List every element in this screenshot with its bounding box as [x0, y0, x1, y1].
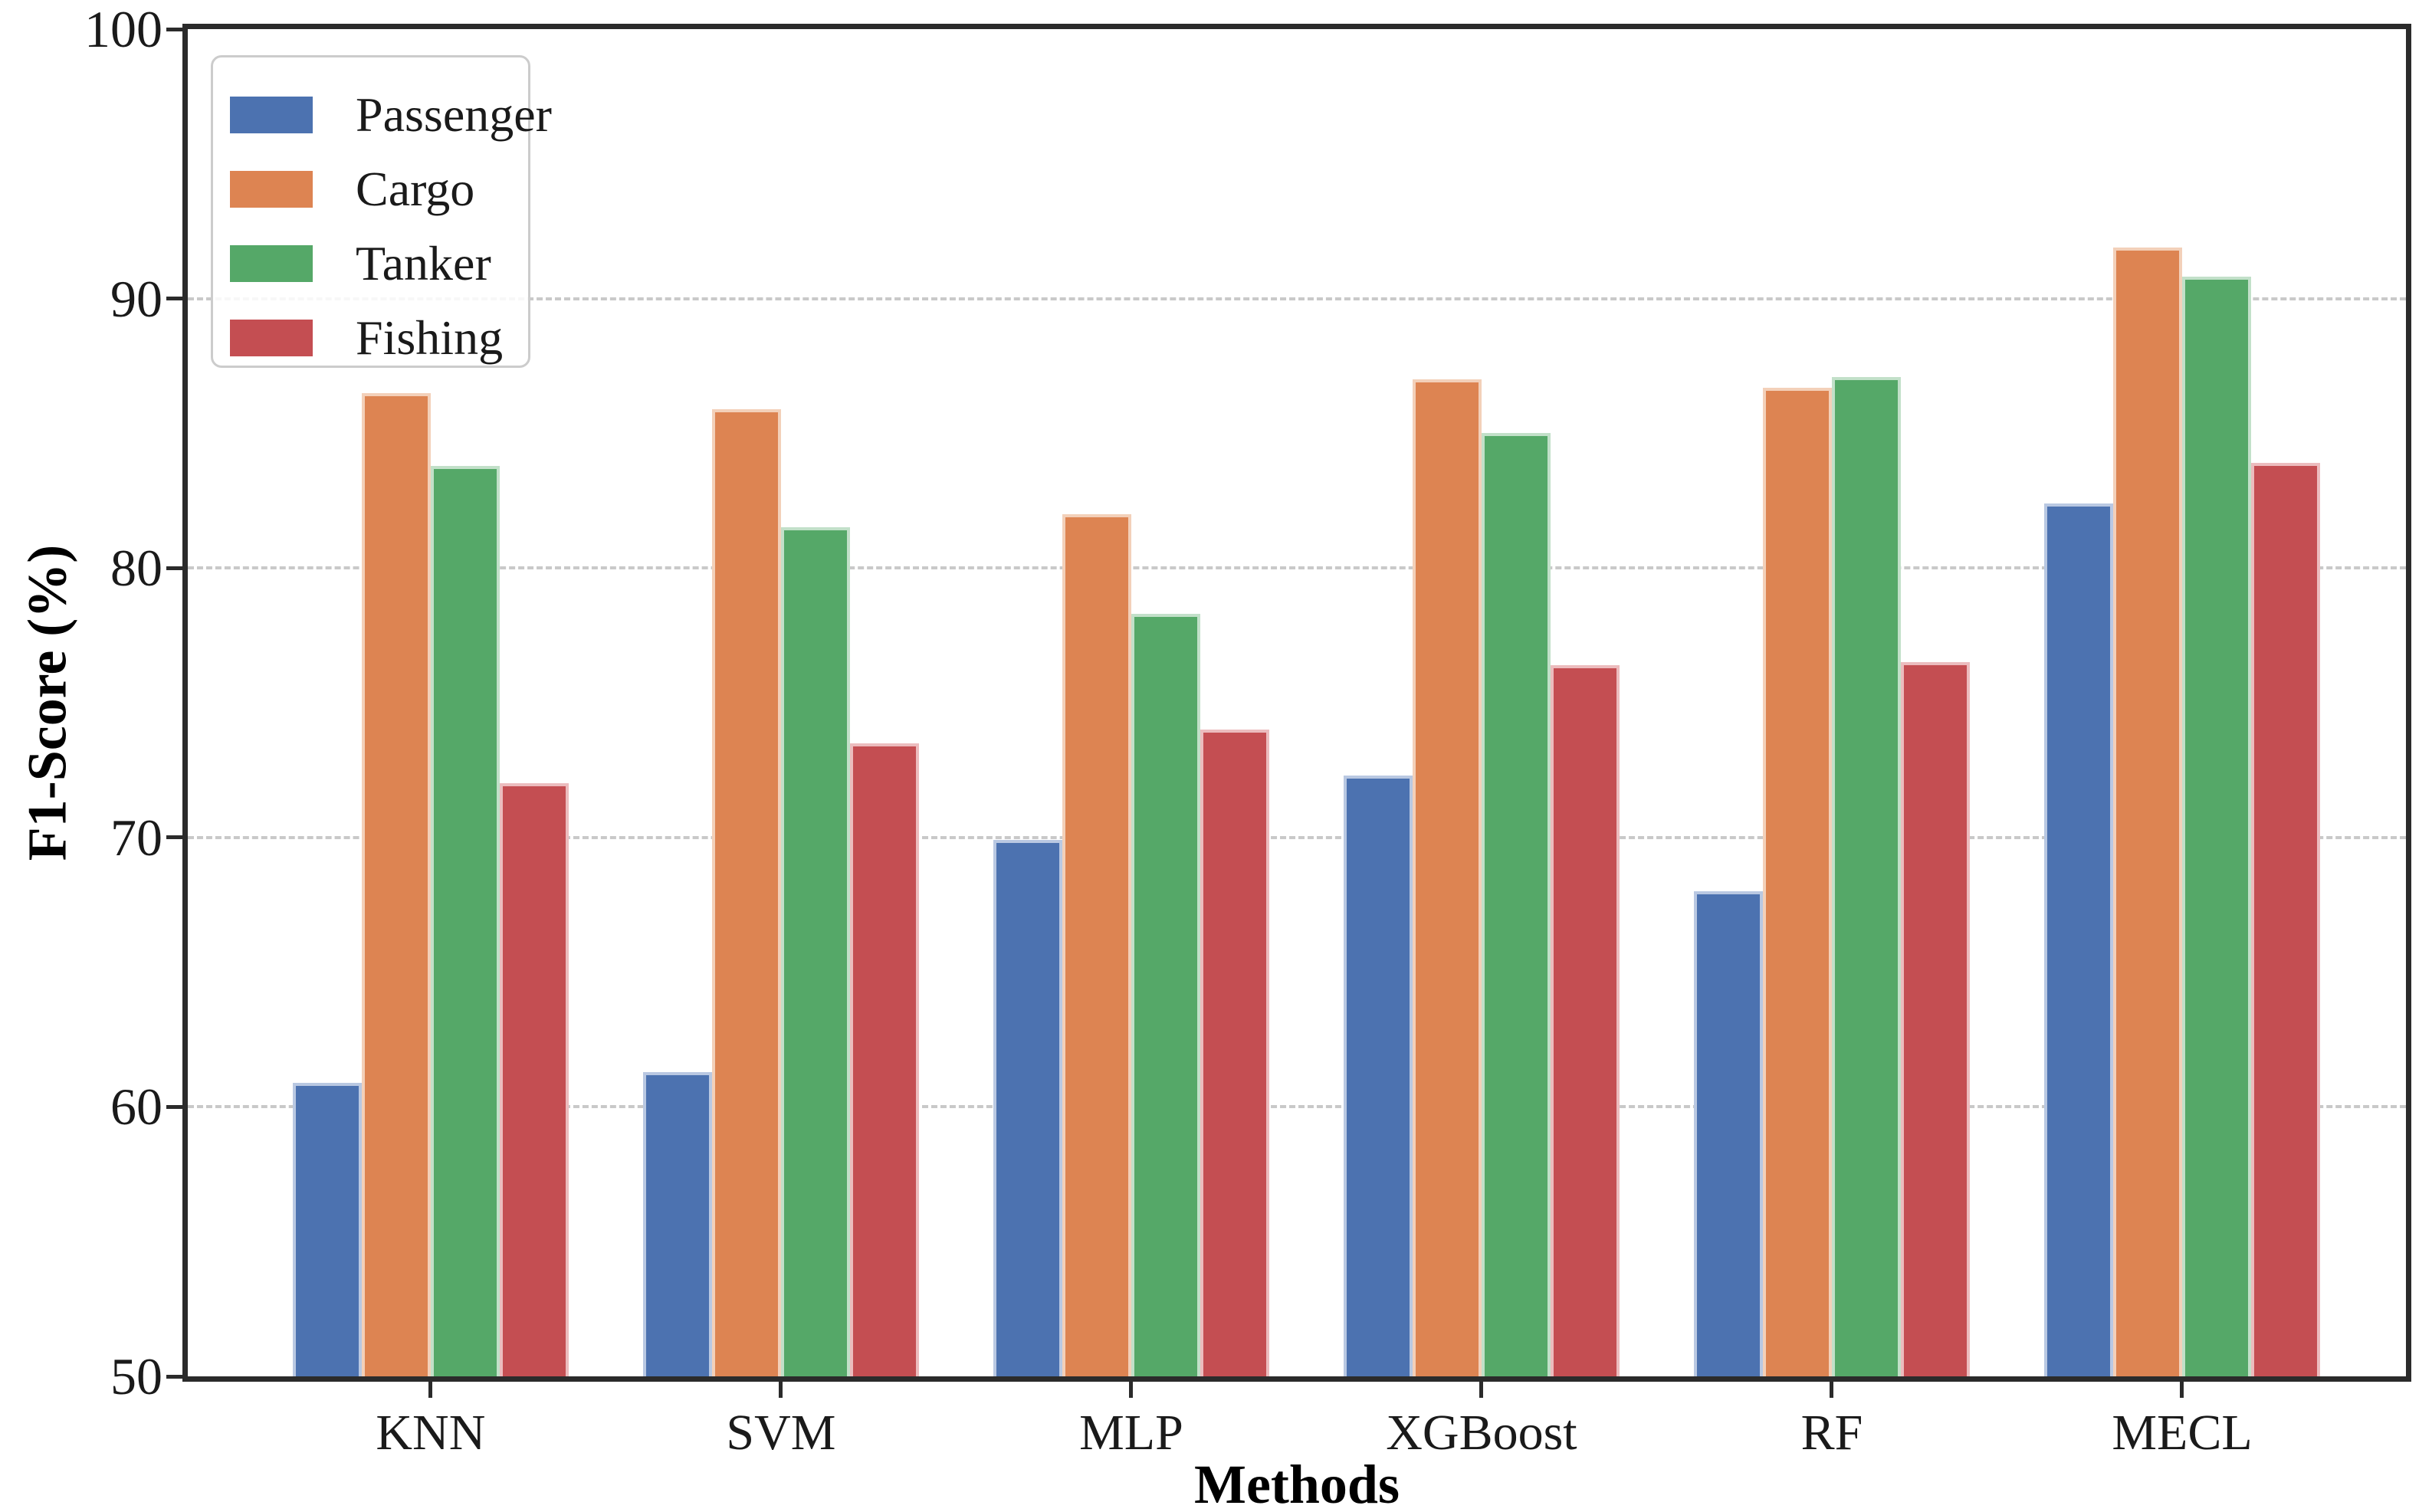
bar-xgboost-passenger: [1343, 775, 1413, 1376]
legend-swatch-fishing: [230, 319, 313, 356]
bar-xgboost-fishing: [1550, 664, 1620, 1376]
legend-label: Passenger: [356, 87, 552, 142]
y-tick-label-90: 90: [110, 269, 162, 328]
legend-item-tanker: Tanker: [230, 226, 528, 300]
x-tick-label-rf: RF: [1800, 1405, 1863, 1461]
legend-label: Cargo: [356, 161, 475, 216]
x-tick-label-mlp: MLP: [1079, 1405, 1183, 1461]
plot-area: Passenger Cargo Tanker Fishing: [188, 29, 2406, 1376]
x-tick-rf: [1830, 1376, 1834, 1398]
bar-svm-fishing: [849, 743, 919, 1376]
bar-mlp-cargo: [1062, 513, 1131, 1376]
legend-swatch-cargo: [230, 170, 313, 208]
x-tick-svm: [779, 1376, 783, 1398]
y-tick-label-100: 100: [84, 0, 162, 58]
bar-mlp-tanker: [1131, 613, 1200, 1376]
y-tick-label-70: 70: [110, 808, 162, 867]
bar-svm-passenger: [642, 1071, 712, 1376]
bar-mecl-cargo: [2112, 247, 2182, 1376]
bar-svm-tanker: [780, 527, 850, 1376]
bar-knn-tanker: [430, 465, 500, 1376]
legend-item-cargo: Cargo: [230, 152, 528, 226]
y-tick-80: [166, 566, 188, 570]
bar-mlp-fishing: [1200, 730, 1269, 1376]
bar-rf-passenger: [1693, 891, 1763, 1376]
y-tick-label-80: 80: [110, 539, 162, 598]
legend-item-passenger: Passenger: [230, 77, 552, 152]
legend: Passenger Cargo Tanker Fishing: [211, 55, 552, 368]
x-tick-xgboost: [1479, 1376, 1484, 1398]
x-tick-knn: [428, 1376, 433, 1398]
legend-label: Tanker: [356, 235, 491, 290]
y-axis-title: F1-Score (%): [16, 544, 78, 861]
bar-xgboost-cargo: [1412, 379, 1482, 1376]
gridline-80: [188, 566, 2406, 570]
bar-svm-cargo: [711, 408, 781, 1376]
bar-mlp-passenger: [993, 840, 1062, 1376]
y-tick-90: [166, 297, 188, 301]
bar-mecl-fishing: [2250, 463, 2320, 1376]
legend-label: Fishing: [356, 310, 504, 365]
gridline-70: [188, 835, 2406, 839]
bar-xgboost-tanker: [1481, 433, 1551, 1376]
y-tick-70: [166, 835, 188, 840]
gridline-60: [188, 1105, 2406, 1109]
gridline-90: [188, 297, 2406, 300]
bar-rf-cargo: [1762, 387, 1832, 1376]
x-tick-label-mecl: MECL: [2112, 1405, 2253, 1461]
x-axis-title: Methods: [1194, 1454, 1400, 1512]
x-tick-label-svm: SVM: [726, 1405, 836, 1461]
bar-rf-tanker: [1831, 376, 1901, 1376]
bar-knn-passenger: [292, 1082, 362, 1376]
legend-swatch-passenger: [230, 96, 313, 133]
y-tick-100: [166, 27, 188, 31]
y-tick-label-60: 60: [110, 1077, 162, 1136]
bar-knn-fishing: [499, 783, 569, 1376]
bar-knn-cargo: [361, 392, 431, 1376]
y-tick-60: [166, 1104, 188, 1109]
bar-mecl-passenger: [2043, 503, 2113, 1376]
legend-swatch-tanker: [230, 244, 313, 282]
x-tick-label-knn: KNN: [376, 1405, 486, 1461]
x-tick-mlp: [1129, 1376, 1134, 1398]
bar-rf-fishing: [1900, 662, 1970, 1376]
x-tick-mecl: [2180, 1376, 2184, 1398]
legend-item-fishing: Fishing: [230, 300, 528, 375]
x-tick-label-xgboost: XGBoost: [1386, 1405, 1577, 1461]
y-tick-label-50: 50: [110, 1347, 162, 1405]
y-tick-50: [166, 1374, 188, 1379]
bar-mecl-tanker: [2181, 277, 2251, 1376]
